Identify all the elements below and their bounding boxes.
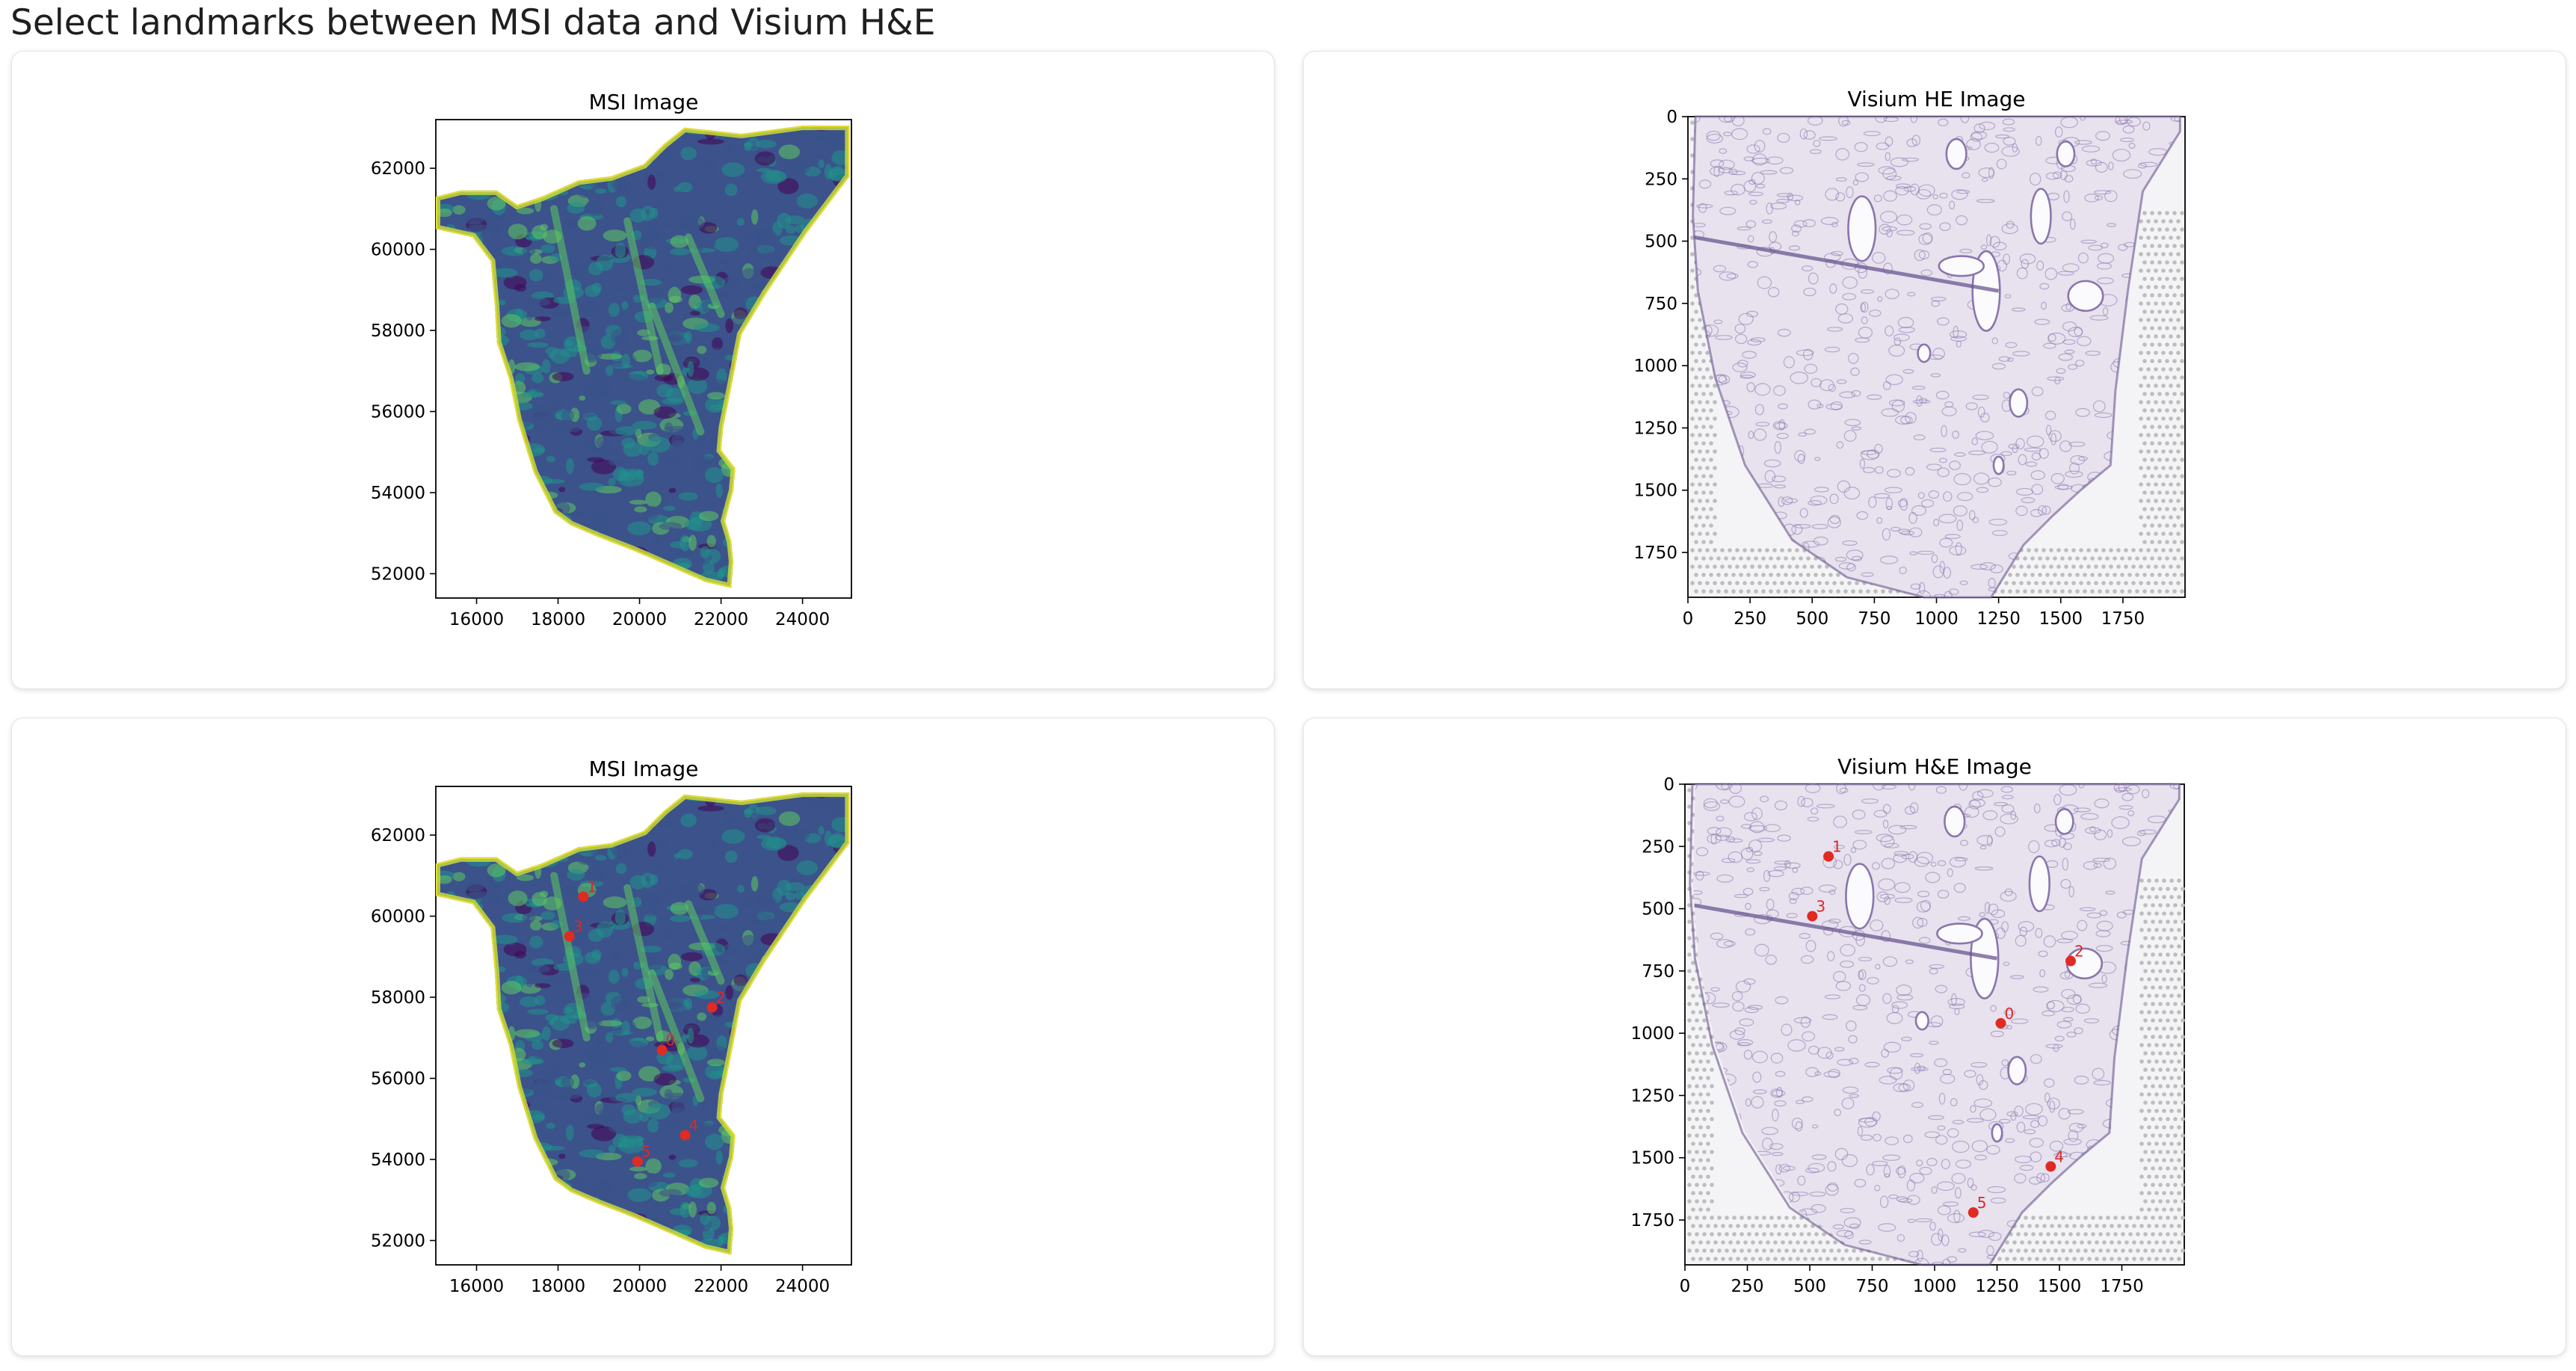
plot-frame (435, 119, 852, 599)
landmark-label: 0 (666, 1032, 676, 1050)
msi-preview-card: 16000 18000 20000 22000 24000 52000 54000 56000… (11, 51, 1275, 689)
y-tick-label: 0 (1663, 775, 1674, 795)
x-tick-label: 18000 (531, 1277, 585, 1296)
y-tick-label: 58000 (371, 321, 425, 341)
x-tick-label: 0 (1680, 1277, 1691, 1296)
x-tick-label: 24000 (775, 610, 830, 629)
y-tick-label: 1000 (1630, 1024, 1674, 1044)
msi-landmark-card: 16000 18000 20000 22000 24000 52000 54000 56000… (11, 718, 1275, 1356)
msi-landmark-plot[interactable]: 16000 18000 20000 22000 24000520005400056000… (12, 718, 1274, 1355)
plot-title: MSI Image (589, 90, 699, 114)
landmark-point[interactable] (1823, 851, 1834, 862)
x-tick-label: 250 (1734, 609, 1766, 629)
y-tick-label: 1500 (1630, 1149, 1674, 1168)
x-tick-label: 18000 (531, 610, 585, 629)
landmark-point[interactable] (706, 1002, 718, 1013)
y-tick-label: 54000 (371, 484, 425, 503)
landmark-point[interactable] (2045, 1161, 2056, 1172)
x-tick-label: 1000 (1913, 1277, 1957, 1296)
landmark-point[interactable] (2065, 955, 2077, 967)
y-tick-label: 500 (1642, 900, 1674, 919)
x-tick-label: 20000 (612, 610, 667, 629)
he-landmark-card: 0 250 500 750 1000 1250 1500 1750 0 250 500 750 1000… (1303, 718, 2566, 1356)
x-tick-label: 1750 (2100, 1277, 2144, 1296)
y-tick-label: 750 (1645, 295, 1677, 314)
x-tick-label: 750 (1856, 1277, 1889, 1296)
y-tick-label: 1250 (1633, 419, 1677, 438)
y-tick-label: 56000 (371, 1070, 425, 1089)
y-tick-label: 1000 (1633, 357, 1677, 376)
y-tick-label: 250 (1645, 170, 1677, 189)
y-tick-label: 52000 (371, 1231, 425, 1251)
y-tick-label: 0 (1666, 108, 1677, 127)
y-tick-label: 750 (1642, 962, 1674, 982)
x-tick-label: 24000 (775, 1277, 830, 1296)
landmark-point[interactable] (632, 1156, 643, 1167)
plot-title: Visium H&E Image (1837, 754, 2032, 779)
y-tick-label: 52000 (371, 564, 425, 584)
landmark-label: 4 (2054, 1147, 2064, 1165)
x-tick-label: 500 (1793, 1277, 1826, 1296)
x-tick-label: 1250 (1975, 1277, 2019, 1296)
x-tick-label: 1500 (2039, 609, 2083, 629)
y-tick-label: 1500 (1633, 481, 1677, 501)
plot-title: Visium HE Image (1848, 87, 2026, 111)
landmark-point[interactable] (564, 931, 575, 942)
x-tick-label: 500 (1796, 609, 1828, 629)
visium-he-landmark-plot[interactable]: 0 250 500 750 1000 1250 1500 175002505007501000… (1304, 718, 2566, 1355)
x-tick-label: 1750 (2101, 609, 2145, 629)
plot-frame (435, 786, 852, 1266)
y-tick-label: 1750 (1630, 1211, 1674, 1230)
y-tick-label: 60000 (371, 908, 425, 927)
landmark-label: 4 (689, 1116, 699, 1134)
y-tick-label: 250 (1642, 837, 1674, 857)
landmark-label: 5 (641, 1143, 651, 1161)
x-tick-label: 20000 (612, 1277, 667, 1296)
y-tick-label: 1250 (1630, 1086, 1674, 1106)
x-tick-label: 22000 (694, 1277, 748, 1296)
landmark-point[interactable] (1968, 1207, 1979, 1219)
y-tick-label: 54000 (371, 1150, 425, 1170)
y-tick-label: 62000 (371, 826, 425, 845)
x-tick-label: 750 (1858, 609, 1891, 629)
x-tick-label: 250 (1731, 1277, 1764, 1296)
y-tick-label: 62000 (371, 159, 425, 179)
he-tissue-image (1689, 115, 2184, 599)
page-title: Select landmarks between MSI data and Vi… (10, 2, 936, 43)
landmark-label: 1 (587, 878, 597, 896)
landmark-label: 2 (2074, 943, 2084, 961)
landmark-point[interactable] (680, 1130, 691, 1141)
landmark-label: 3 (573, 918, 583, 936)
x-tick-label: 1500 (2038, 1277, 2082, 1296)
y-tick-label: 1750 (1633, 543, 1677, 563)
landmark-label: 2 (716, 989, 726, 1007)
he-tissue-image (1686, 783, 2185, 1266)
landmark-label: 5 (1977, 1194, 1987, 1212)
landmark-label: 1 (1832, 838, 1842, 856)
x-tick-label: 1000 (1914, 609, 1959, 629)
msi-image-plot[interactable]: 16000 18000 20000 22000 24000 52000 54000 56000… (12, 52, 1274, 688)
x-tick-label: 1250 (1976, 609, 2021, 629)
x-tick-label: 22000 (694, 610, 748, 629)
landmark-label: 3 (1816, 898, 1825, 916)
y-tick-label: 58000 (371, 988, 425, 1008)
plot-title: MSI Image (589, 757, 699, 781)
msi-heatmap (436, 792, 850, 1255)
landmark-point[interactable] (1995, 1017, 2006, 1029)
landmark-point[interactable] (578, 891, 589, 902)
he-preview-card: 0 250 500 750 1000 1250 1500 1750 0 250 500 750 1000… (1303, 51, 2566, 689)
x-tick-label: 16000 (449, 610, 504, 629)
y-tick-label: 60000 (371, 241, 425, 260)
x-tick-label: 16000 (449, 1277, 504, 1296)
x-tick-label: 0 (1683, 609, 1694, 629)
visium-he-image-plot[interactable]: 0 250 500 750 1000 1250 1500 1750 0 250 500 750 1000… (1304, 52, 2566, 688)
landmark-label: 0 (2005, 1005, 2015, 1023)
msi-heatmap (436, 126, 850, 588)
landmark-point[interactable] (656, 1044, 668, 1056)
y-tick-label: 500 (1645, 232, 1677, 252)
y-tick-label: 56000 (371, 403, 425, 422)
landmark-point[interactable] (1807, 911, 1818, 922)
